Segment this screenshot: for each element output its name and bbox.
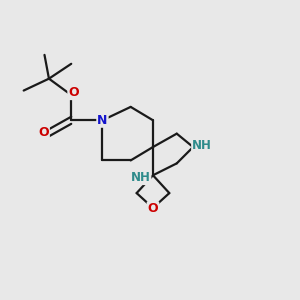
Text: O: O bbox=[38, 126, 49, 139]
Text: N: N bbox=[97, 114, 108, 127]
Text: O: O bbox=[148, 202, 158, 215]
Text: O: O bbox=[68, 86, 79, 99]
Text: NH: NH bbox=[192, 139, 212, 152]
Text: NH: NH bbox=[130, 171, 150, 184]
